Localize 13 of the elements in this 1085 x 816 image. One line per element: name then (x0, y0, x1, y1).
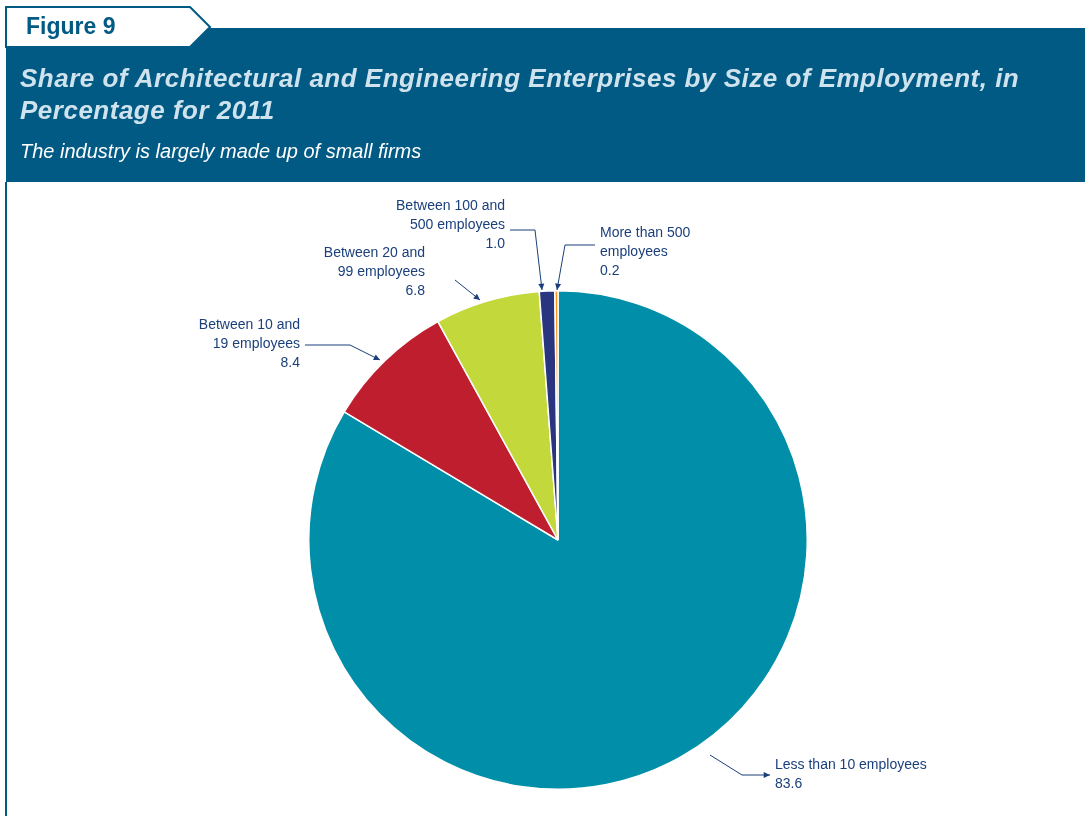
data-label: 1.0 (485, 234, 506, 251)
slice-label: Between 100 and 500 employees (396, 196, 505, 232)
data-label: 0.2 (600, 261, 620, 278)
chart-title: Share of Architectural and Engineering Enterprises by Size of Employment, in Percentage for 2011 (20, 62, 1020, 126)
slice-label: Between 20 and 99 employees (323, 243, 425, 279)
slice-label: More than 500 employees (600, 223, 691, 259)
chart-subtitle: The industry is largely made up of small firms (20, 140, 422, 163)
data-label: 83.6 (775, 774, 803, 791)
slice-label: Between 10 and 19 employees (198, 315, 300, 351)
caption: Figure 9 (25, 12, 117, 41)
data-label: 6.8 (405, 281, 426, 298)
slice-label: Less than 10 employees (775, 755, 927, 772)
data-label: 8.4 (280, 353, 301, 370)
